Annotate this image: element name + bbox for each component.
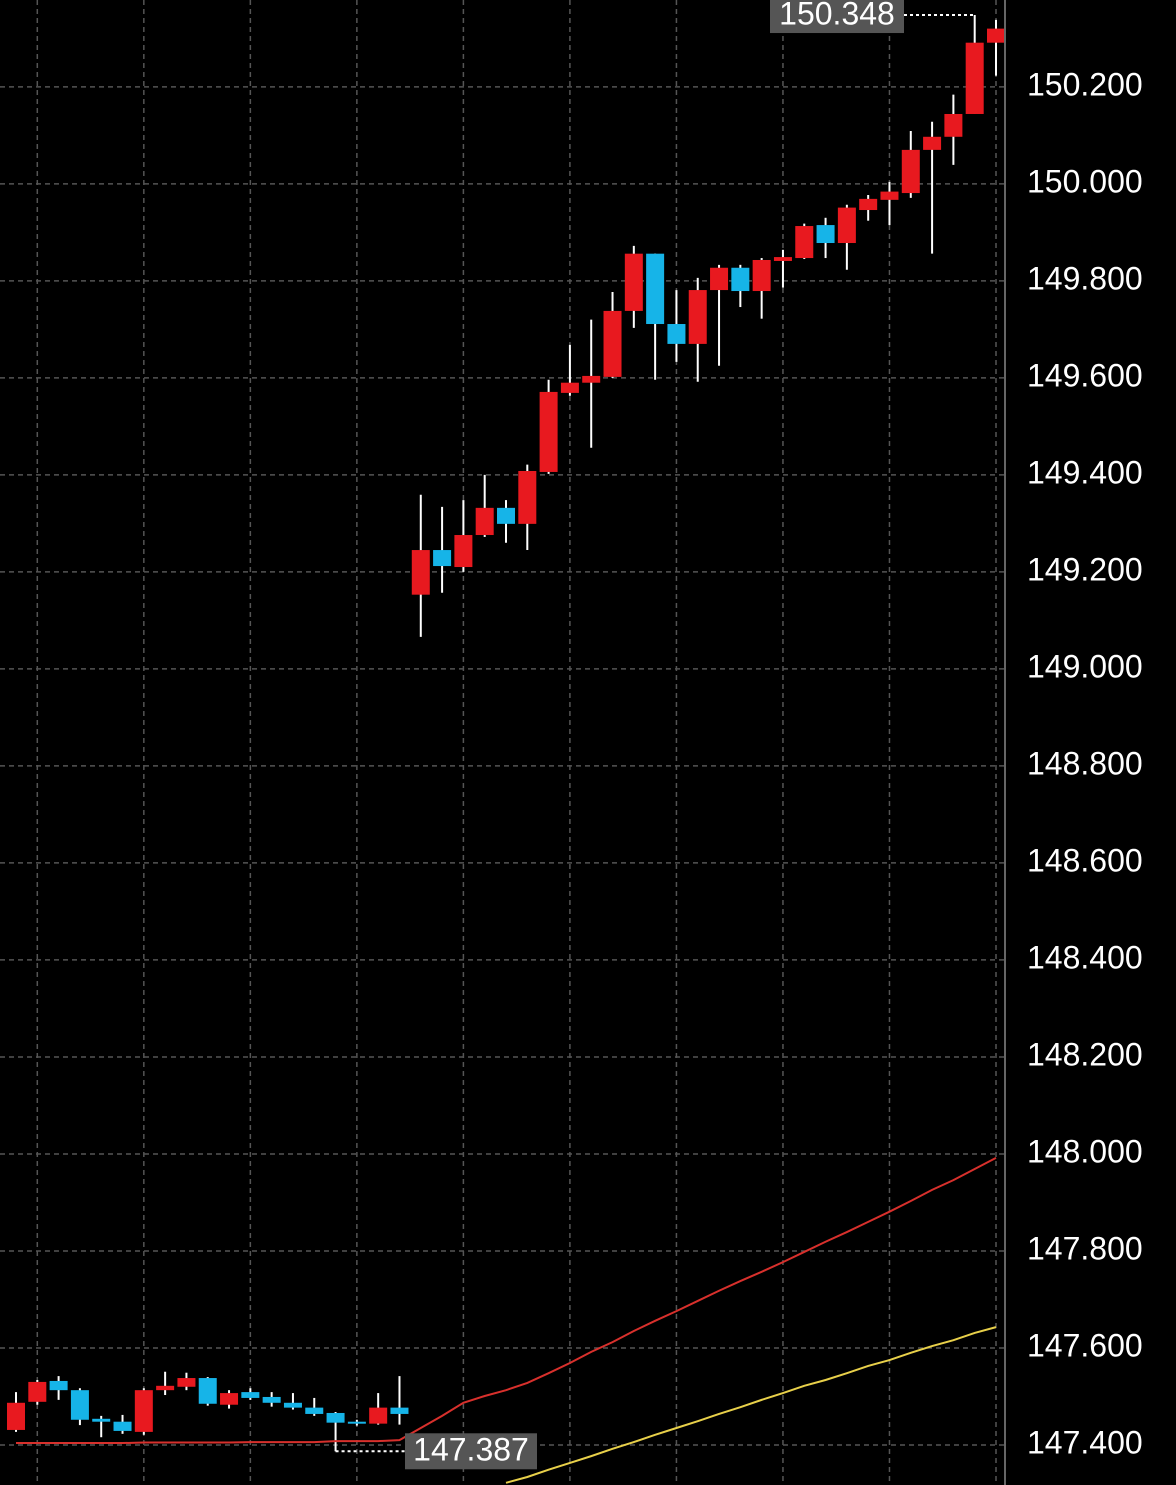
- candle-body: [880, 191, 899, 200]
- candle-body: [134, 1390, 153, 1432]
- candle-body: [433, 550, 452, 567]
- y-tick-label: 147.400: [1027, 1424, 1143, 1460]
- candle-body: [497, 507, 515, 524]
- y-axis: 147.400 147.600 147.800 148.000 148.200 148.4…: [1027, 0, 1143, 1460]
- candle-body: [837, 207, 856, 244]
- candle-body: [901, 149, 920, 194]
- candle-body: [454, 535, 473, 568]
- candle-body: [710, 267, 729, 291]
- candle-body: [752, 259, 771, 292]
- candle-body: [70, 1390, 89, 1420]
- candle-body: [923, 136, 942, 150]
- candle-body: [475, 507, 494, 536]
- candle-body: [305, 1407, 324, 1414]
- candle-body: [667, 324, 686, 344]
- y-tick-label: 148.400: [1027, 939, 1143, 975]
- candle-body: [944, 113, 963, 137]
- y-tick-label: 148.200: [1027, 1036, 1143, 1072]
- y-tick-label: 150.400: [1027, 0, 1143, 5]
- grid: [0, 0, 1005, 1485]
- y-tick-label: 149.600: [1027, 357, 1143, 393]
- y-tick-label: 148.600: [1027, 842, 1143, 878]
- y-tick-label: 149.800: [1027, 260, 1143, 296]
- y-tick-label: 147.800: [1027, 1230, 1143, 1266]
- y-tick-label: 148.000: [1027, 1133, 1143, 1169]
- candle-body: [156, 1385, 175, 1391]
- candle-body: [92, 1418, 111, 1422]
- candle-body: [731, 267, 750, 292]
- candle-body: [262, 1396, 281, 1403]
- candle-body: [987, 28, 1005, 43]
- price-tag: [405, 1433, 537, 1470]
- candle-body: [582, 375, 601, 383]
- candle-body: [795, 226, 814, 259]
- candle-body: [411, 550, 430, 595]
- y-tick-label: 149.000: [1027, 648, 1143, 684]
- moving-average: [505, 1326, 997, 1484]
- price-tag-label: 147.387: [413, 1432, 529, 1468]
- y-tick-label: 150.000: [1027, 163, 1143, 199]
- candle-body: [688, 290, 707, 344]
- candle-body: [518, 470, 537, 524]
- price-tag: [770, 0, 904, 34]
- candle-body: [326, 1412, 345, 1423]
- candle-body: [560, 382, 579, 393]
- candle-body: [773, 257, 792, 261]
- candle-body: [965, 42, 984, 114]
- candle-body: [198, 1378, 217, 1404]
- price-tag-label: 150.348: [779, 0, 895, 31]
- candle-body: [369, 1407, 388, 1424]
- candle-body: [347, 1421, 366, 1424]
- candle-body: [113, 1421, 132, 1431]
- candle-body: [603, 310, 622, 377]
- y-tick-label: 148.800: [1027, 745, 1143, 781]
- candle-body: [624, 253, 643, 311]
- candle-body: [390, 1407, 409, 1414]
- candle-body: [859, 198, 878, 211]
- moving-average: [16, 1156, 997, 1445]
- candle-body: [241, 1392, 260, 1398]
- candle-body: [49, 1380, 68, 1391]
- candle-body: [283, 1402, 302, 1408]
- candle-body: [7, 1402, 25, 1430]
- y-tick-label: 150.200: [1027, 66, 1143, 102]
- candle-body: [646, 253, 665, 325]
- candle-body: [220, 1393, 239, 1405]
- candle-body: [28, 1381, 47, 1402]
- y-tick-label: 149.400: [1027, 454, 1143, 490]
- y-tick-label: 147.600: [1027, 1327, 1143, 1363]
- y-tick-label: 149.200: [1027, 551, 1143, 587]
- plot-area: [7, 15, 1005, 1484]
- candle-body: [539, 391, 558, 472]
- candle-body: [816, 225, 835, 244]
- candle-body: [177, 1378, 196, 1387]
